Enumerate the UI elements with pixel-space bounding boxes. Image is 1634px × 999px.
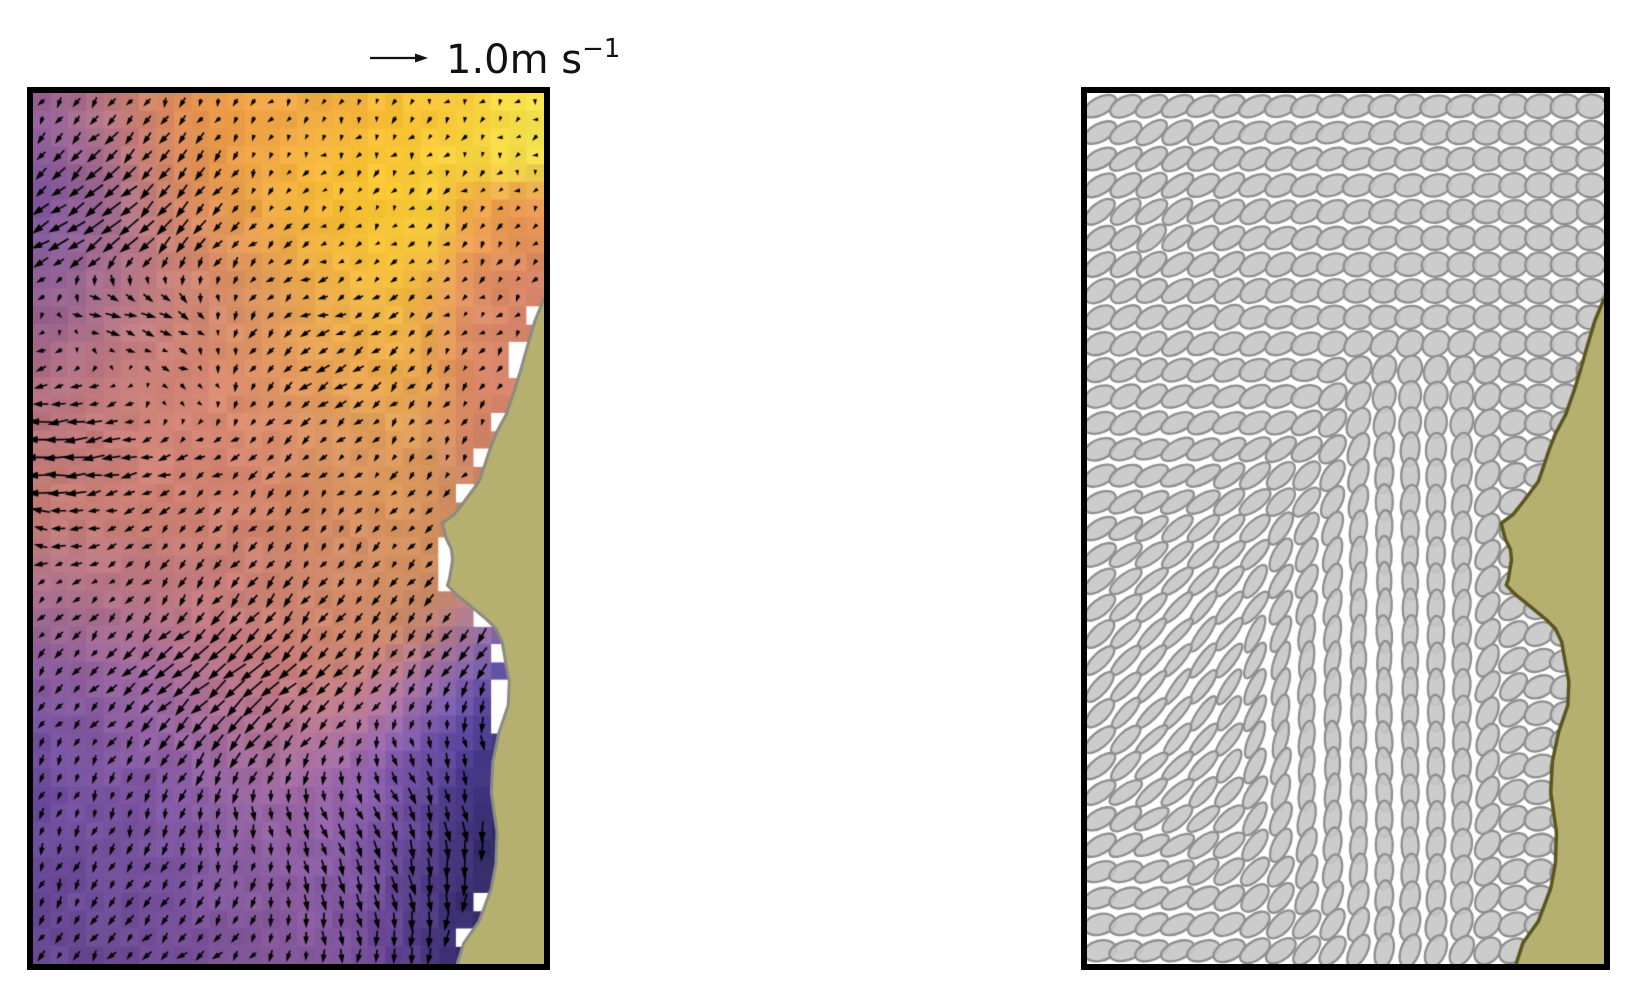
- velocity-heatmap-panel: [27, 87, 550, 970]
- quiver-key-arrow: [370, 53, 428, 63]
- variance-ellipse-panel: [1081, 87, 1610, 970]
- quiver-key-label: 1.0m s−1: [446, 36, 620, 80]
- quiver-key-exponent: −1: [582, 34, 621, 64]
- quiver-key: 1.0m s−1: [368, 36, 620, 80]
- quiver-key-value: 1.0m s: [446, 37, 583, 83]
- variance-ellipse-canvas: [1087, 93, 1604, 964]
- velocity-heatmap-quiver-canvas: [33, 93, 544, 964]
